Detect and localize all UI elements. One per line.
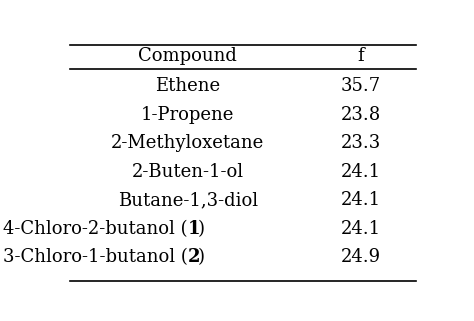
Text: 24.9: 24.9 — [340, 248, 381, 266]
Text: Ethene: Ethene — [155, 77, 220, 95]
Text: 24.1: 24.1 — [340, 191, 381, 209]
Text: 2-Buten-1-ol: 2-Buten-1-ol — [132, 163, 244, 181]
Text: 1-Propene: 1-Propene — [141, 106, 235, 124]
Text: 2: 2 — [188, 248, 201, 266]
Text: 3-Chloro-1-butanol (: 3-Chloro-1-butanol ( — [3, 248, 188, 266]
Text: 24.1: 24.1 — [340, 220, 381, 238]
Text: f: f — [357, 47, 364, 65]
Text: 4-Chloro-2-butanol (: 4-Chloro-2-butanol ( — [3, 220, 188, 238]
Text: Compound: Compound — [138, 47, 237, 65]
Text: 23.8: 23.8 — [340, 106, 381, 124]
Text: ): ) — [198, 220, 205, 238]
Text: ): ) — [198, 248, 205, 266]
Text: 23.3: 23.3 — [340, 134, 381, 152]
Text: 1: 1 — [188, 220, 201, 238]
Text: Butane-1,3-diol: Butane-1,3-diol — [118, 191, 258, 209]
Text: 24.1: 24.1 — [340, 163, 381, 181]
Text: 35.7: 35.7 — [340, 77, 381, 95]
Text: 2-Methyloxetane: 2-Methyloxetane — [111, 134, 264, 152]
